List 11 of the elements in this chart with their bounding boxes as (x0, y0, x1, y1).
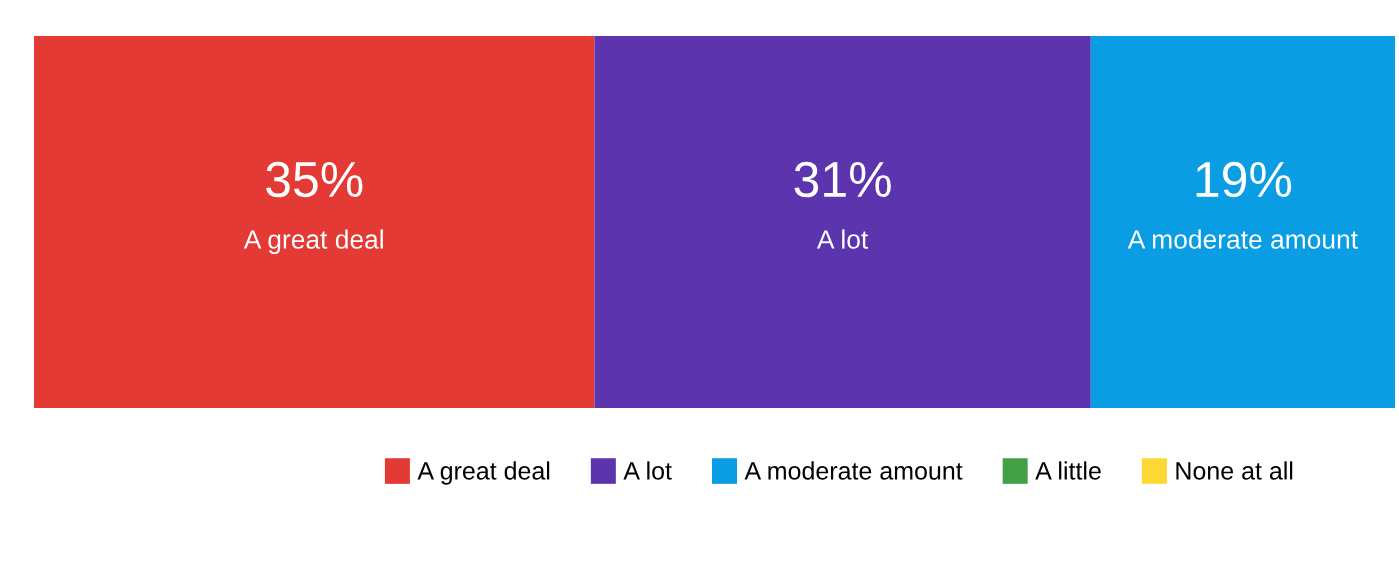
legend-label: A moderate amount (744, 461, 963, 480)
data-label: 19% (1196, 161, 1292, 198)
text: A moderate amount (1127, 229, 1358, 249)
data-label: 35% (266, 161, 363, 198)
text: A great deal (243, 229, 383, 255)
legend-label: A great deal (417, 461, 550, 485)
text: A lot (816, 229, 869, 249)
legend-label: None at all (1176, 461, 1293, 480)
legend-label: A lot (623, 461, 672, 480)
legend-label: A little (1035, 461, 1101, 480)
data-label: 31% (794, 161, 891, 198)
